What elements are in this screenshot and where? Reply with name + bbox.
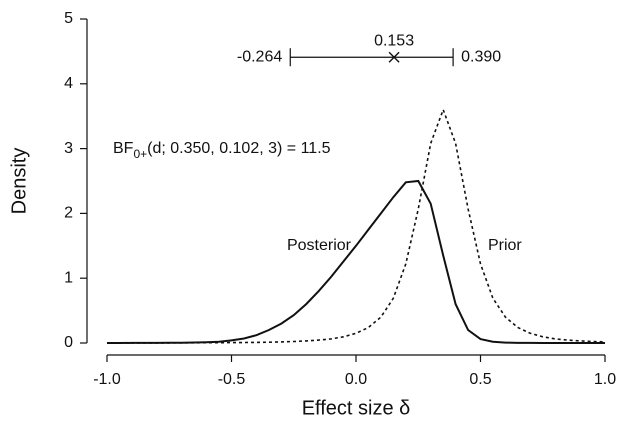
x-tick-label: 0.0: [345, 371, 367, 388]
y-tick-label: 5: [64, 10, 73, 27]
y-tick-label: 1: [64, 269, 73, 286]
density-curve: [107, 179, 605, 344]
interval-label: -0.264: [237, 48, 282, 65]
median-marker: [388, 51, 400, 63]
bayes-factor-annotation: BF0+(d; 0.350, 0.102, 3) = 11.5: [113, 140, 331, 161]
x-tick-label: -0.5: [218, 371, 246, 388]
interval-label: 0.153: [374, 32, 414, 49]
interval-label: 0.390: [461, 48, 501, 65]
y-axis-title: Density: [8, 148, 30, 215]
y-tick-label: 2: [64, 205, 73, 222]
bf-text: (d; 0.350, 0.102, 3) = 11.5: [147, 140, 330, 157]
bf-prefix: BF: [113, 140, 134, 157]
series-label: Posterior: [287, 237, 352, 254]
x-tick-label: 1.0: [594, 371, 616, 388]
y-tick-label: 4: [64, 75, 73, 92]
x-axis-title: Effect size δ: [302, 397, 411, 419]
y-tick-label: 3: [64, 140, 73, 157]
series-label: Prior: [488, 237, 522, 254]
x-tick-label: -1.0: [93, 371, 121, 388]
x-tick-label: 0.5: [469, 371, 491, 388]
y-tick-label: 0: [64, 334, 73, 351]
bf-subscript: 0+: [133, 147, 147, 161]
